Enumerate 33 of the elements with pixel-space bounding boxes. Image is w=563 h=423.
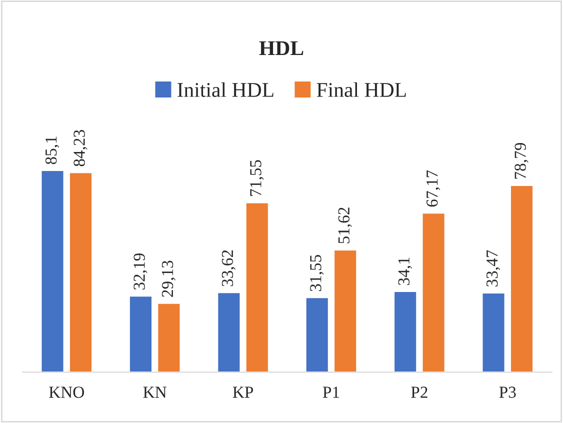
bar <box>156 302 182 372</box>
legend-label: Final HDL <box>316 82 406 97</box>
bar <box>244 202 270 372</box>
x-tick-label: KNO <box>49 386 84 398</box>
bar <box>216 292 242 372</box>
data-label: 84,23 <box>74 130 88 166</box>
bar <box>40 170 65 372</box>
data-label: 51,62 <box>338 208 352 244</box>
x-tick-label: P1 <box>322 386 340 398</box>
bar <box>421 212 446 372</box>
x-tick-label: KP <box>232 386 254 398</box>
bar <box>304 296 330 372</box>
data-label: 33,47 <box>486 250 500 286</box>
x-tick-label: KN <box>143 386 166 398</box>
bar <box>393 290 418 372</box>
data-label: 71,55 <box>250 160 264 196</box>
bar <box>333 249 358 372</box>
x-tick-label: P3 <box>499 386 516 398</box>
data-label: 67,17 <box>426 170 440 207</box>
x-tick-label: P2 <box>411 386 428 398</box>
data-label: 85,1 <box>45 136 60 164</box>
data-label: 29,13 <box>162 260 176 297</box>
bar <box>68 172 93 372</box>
data-label: 32,19 <box>134 254 148 290</box>
data-label: 78,79 <box>514 142 528 179</box>
legend-label: Initial HDL <box>178 82 274 97</box>
data-label: 34,1 <box>398 258 412 285</box>
bar <box>128 295 153 372</box>
data-label: 33,62 <box>222 250 236 286</box>
bar <box>481 292 506 372</box>
chart-title: HDL <box>259 41 304 56</box>
bar <box>510 184 534 372</box>
data-label: 31,55 <box>310 254 324 292</box>
